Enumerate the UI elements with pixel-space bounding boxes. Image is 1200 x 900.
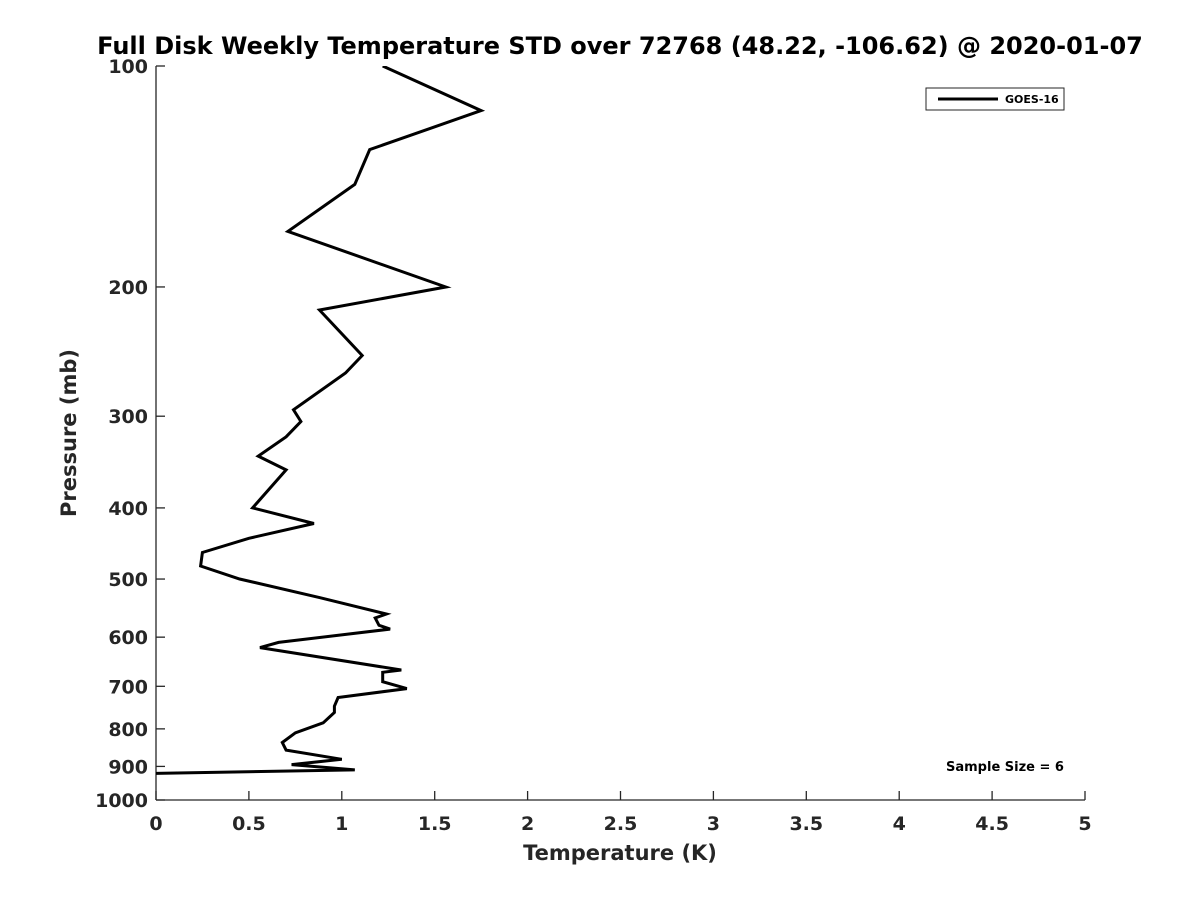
x-tick-label: 4.5: [975, 813, 1009, 835]
y-tick-label: 800: [108, 719, 148, 741]
legend: GOES-16: [925, 87, 1065, 111]
y-tick-label: 400: [108, 498, 148, 520]
x-tick-label: 0.5: [232, 813, 266, 835]
y-tick-label: 700: [108, 676, 148, 698]
series-line-goes16: [156, 66, 486, 775]
y-tick-label: 1000: [95, 790, 148, 812]
x-tick-label: 4: [893, 813, 906, 835]
y-tick-label: 500: [108, 569, 148, 591]
legend-label-goes16: GOES-16: [1005, 93, 1059, 106]
x-tick-label: 5: [1078, 813, 1091, 835]
chart-title: Full Disk Weekly Temperature STD over 72…: [97, 32, 1143, 60]
x-axis-label: Temperature (K): [523, 841, 717, 865]
x-tick-label: 2.5: [604, 813, 638, 835]
x-tick-label: 3: [707, 813, 720, 835]
sample-size-annotation: Sample Size = 6: [946, 760, 1064, 775]
x-tick-label: 0: [149, 813, 162, 835]
x-tick-label: 1.5: [418, 813, 452, 835]
x-tick-label: 2: [521, 813, 534, 835]
y-tick-group: 100 200 300 400 500 600 700 800 900 1000: [95, 56, 165, 812]
x-tick-label: 1: [335, 813, 348, 835]
y-tick-label: 100: [108, 56, 148, 78]
plot-area: [156, 66, 486, 775]
y-axis-label: Pressure (mb): [57, 349, 81, 517]
y-tick-label: 300: [108, 406, 148, 428]
y-tick-label: 200: [108, 277, 148, 299]
x-tick-label: 3.5: [789, 813, 823, 835]
y-tick-label: 900: [108, 756, 148, 778]
y-tick-label: 600: [108, 627, 148, 649]
x-tick-group: 0 0.5 1 1.5 2 2.5 3 3.5 4 4.5 5: [149, 791, 1092, 835]
